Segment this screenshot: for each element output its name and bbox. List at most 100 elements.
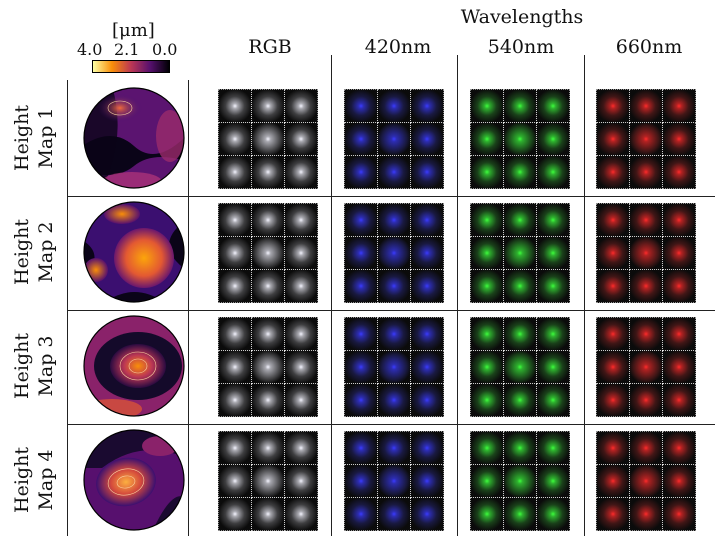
psf-cell [218,350,252,384]
psf-cell [377,122,411,156]
psf-cell [596,236,630,270]
psf-cell [629,350,663,384]
psf-cell [284,350,318,384]
psf-cell [377,350,411,384]
header-group-title: Wavelengths [460,6,584,28]
psf-cell [470,89,504,123]
grid-vline-left [67,80,68,536]
psf-cell [218,122,252,156]
psf-cell [662,122,696,156]
psf-cell [662,317,696,351]
psf-cell [218,203,252,237]
column-header-420nm: 420nm [364,36,432,58]
psf-tile-row3-rgb [218,317,318,417]
psf-cell [284,236,318,270]
psf-cell [410,317,444,351]
psf-cell [470,203,504,237]
psf-cell [662,431,696,465]
psf-cell [410,383,444,417]
psf-cell [284,317,318,351]
psf-cell [218,497,252,531]
psf-cell [410,89,444,123]
psf-cell [344,383,378,417]
psf-cell [251,350,285,384]
psf-cell [410,464,444,498]
psf-cell [536,317,570,351]
grid-vline-after-rgb [331,55,332,536]
row-label-1-line1: Height [11,105,33,171]
psf-cell [251,155,285,189]
psf-cell [284,122,318,156]
psf-cell [629,89,663,123]
psf-cell [629,155,663,189]
height-map-1 [83,87,185,189]
psf-tile-row1-660nm [596,89,696,189]
psf-cell [596,155,630,189]
psf-cell [410,203,444,237]
psf-cell [596,122,630,156]
row-label-4-line2: Map 4 [35,449,57,511]
psf-cell [218,464,252,498]
psf-cell [662,497,696,531]
psf-cell [536,464,570,498]
psf-cell [470,269,504,303]
psf-cell [377,431,411,465]
psf-cell [503,383,537,417]
psf-cell [629,431,663,465]
psf-cell [596,464,630,498]
psf-cell [503,317,537,351]
psf-cell [536,122,570,156]
psf-cell [251,203,285,237]
psf-cell [377,497,411,531]
psf-cell [344,464,378,498]
psf-cell [503,203,537,237]
psf-cell [629,269,663,303]
psf-cell [536,89,570,123]
psf-cell [377,89,411,123]
psf-tile-row4-660nm [596,431,696,531]
psf-tile-row3-660nm [596,317,696,417]
psf-cell [344,155,378,189]
psf-cell [218,155,252,189]
psf-cell [536,236,570,270]
psf-cell [503,269,537,303]
psf-cell [218,236,252,270]
psf-cell [410,236,444,270]
psf-cell [503,431,537,465]
psf-cell [218,431,252,465]
psf-cell [596,203,630,237]
psf-cell [377,155,411,189]
psf-cell [503,89,537,123]
psf-cell [284,383,318,417]
psf-cell [410,122,444,156]
psf-cell [470,350,504,384]
psf-cell [470,155,504,189]
psf-tile-row2-rgb [218,203,318,303]
psf-cell [536,203,570,237]
column-header-rgb: RGB [248,36,292,58]
psf-cell [470,431,504,465]
psf-cell [596,317,630,351]
row-label-2-line1: Height [11,219,33,285]
psf-cell [218,269,252,303]
colorbar-unit: [μm] [112,20,155,41]
psf-cell [470,317,504,351]
psf-cell [218,89,252,123]
column-header-540nm: 540nm [487,36,555,58]
psf-cell [377,269,411,303]
psf-cell [344,269,378,303]
psf-tile-row1-rgb [218,89,318,189]
psf-cell [377,464,411,498]
psf-cell [662,155,696,189]
psf-cell [377,383,411,417]
psf-cell [470,383,504,417]
psf-cell [503,236,537,270]
grid-vline-after-420 [457,55,458,536]
psf-cell [284,497,318,531]
psf-cell [503,350,537,384]
row-label-3-line1: Height [11,333,33,399]
psf-tile-row1-420nm [344,89,444,189]
psf-cell [629,383,663,417]
grid-hline-1 [67,196,715,197]
height-map-4 [83,429,185,531]
